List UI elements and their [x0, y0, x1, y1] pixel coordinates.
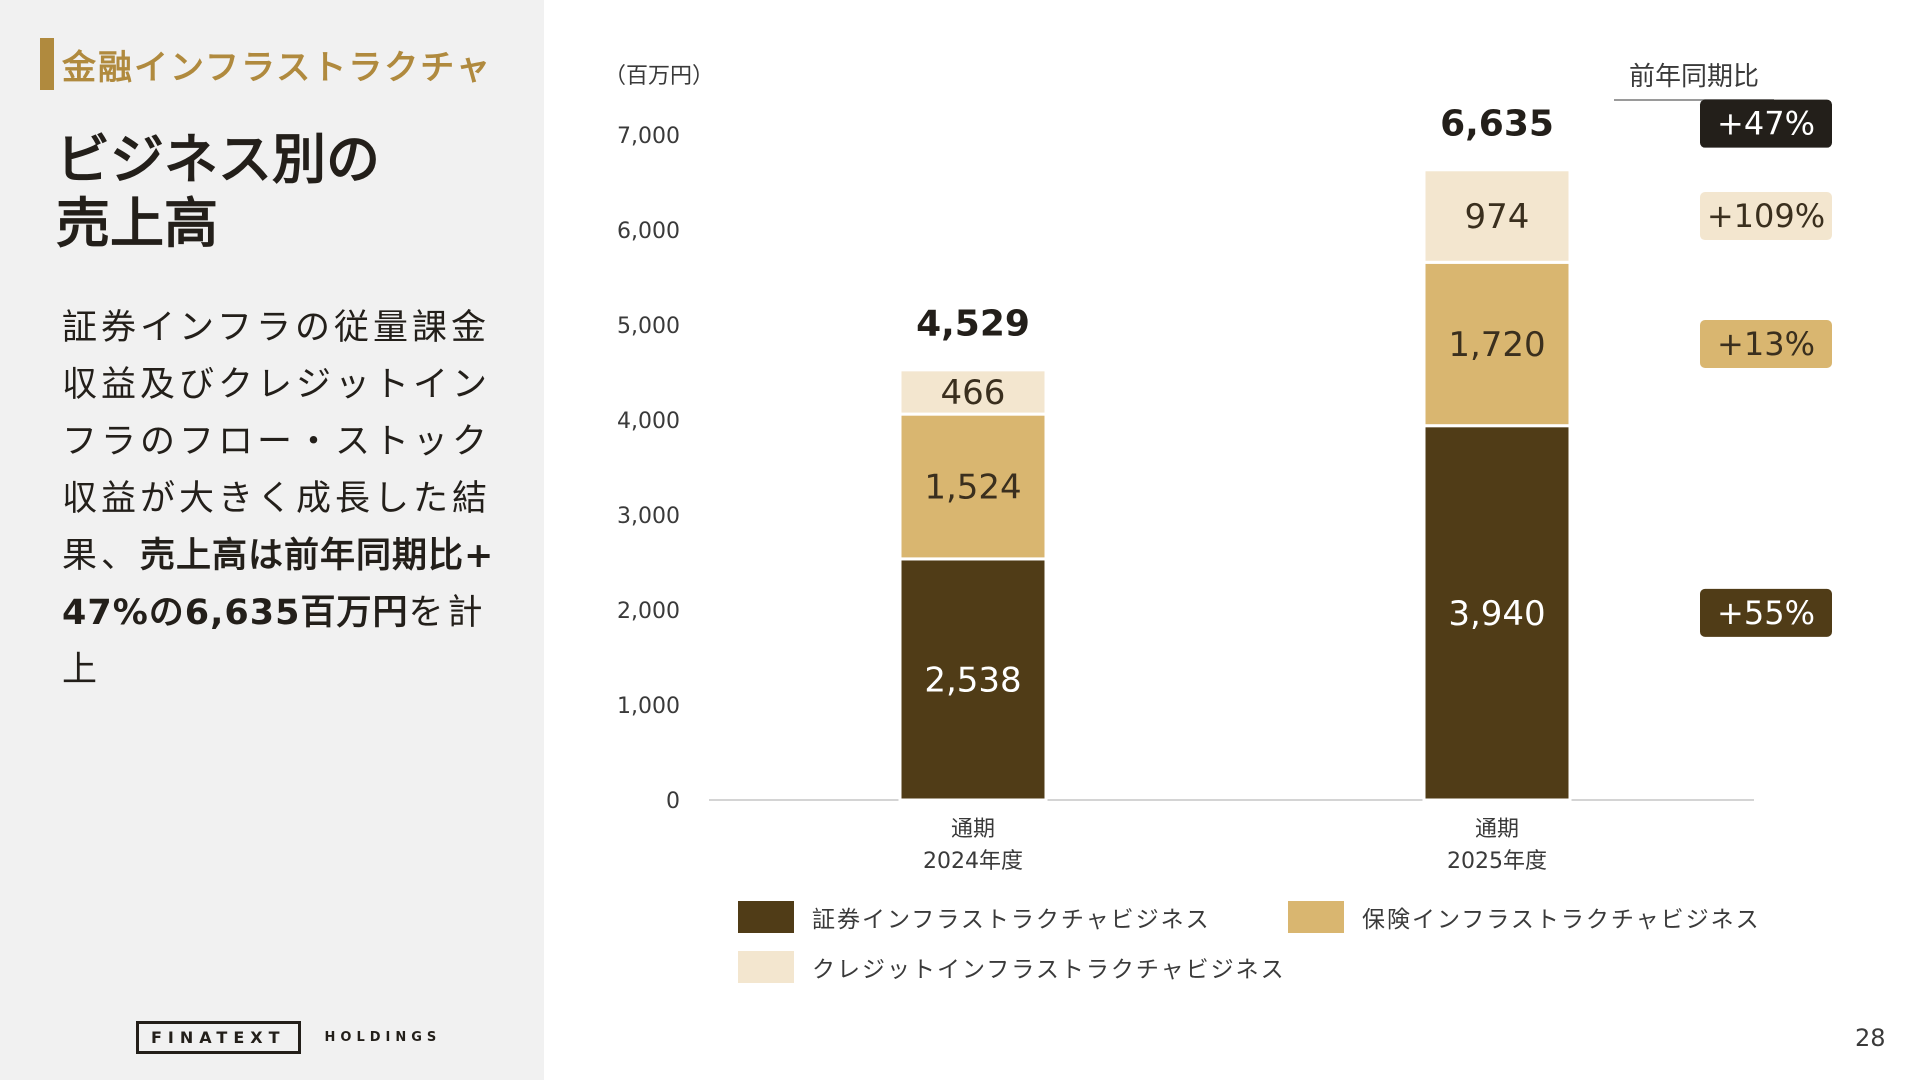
left-panel	[0, 0, 544, 1080]
yoy-total-label: +47%	[1717, 105, 1815, 143]
bar-segment	[898, 368, 1048, 416]
chart-unit-label: （百万円）	[604, 64, 715, 89]
bar-segment-label: 1,720	[1448, 325, 1545, 365]
y-tick-label: 2,000	[617, 599, 680, 624]
yoy-badge	[1700, 192, 1832, 241]
stacked-bar-chart: 0 1,000 2,000 3,000 4,000 5,000 6,000 7,000 2,53…	[617, 99, 1832, 874]
y-tick-label: 4,000	[617, 409, 680, 434]
bar-segment-label: 3,940	[1448, 594, 1545, 634]
y-tick-label: 7,000	[617, 124, 680, 149]
y-tick-label: 0	[666, 789, 680, 814]
page-title: ビジネス別の 売上高	[56, 128, 380, 256]
company-logo: FINATEXT HOLDINGS	[136, 1021, 441, 1054]
bar-total-label: 6,635	[1440, 104, 1554, 145]
bar-segment	[1422, 424, 1572, 802]
y-tick-label: 1,000	[617, 694, 680, 719]
bar-segment-label: 974	[1465, 197, 1530, 237]
logo-mark: FINATEXT	[136, 1021, 301, 1054]
yoy-badge-label: +55%	[1717, 594, 1815, 632]
legend-label-credit: クレジットインフラストラクチャビジネス	[812, 957, 1286, 983]
legend-item-credit: クレジットインフラストラクチャビジネス	[738, 950, 1286, 984]
x-tick-label: 2025年度	[1447, 849, 1547, 874]
summary-text-pre: 証券インフラの従量課金収益及びクレジットインフラのフロー・ストック収益が大きく成…	[62, 308, 492, 576]
y-tick-label: 5,000	[617, 314, 680, 339]
yoy-badge	[1700, 588, 1832, 637]
bar-total-label: 4,529	[916, 304, 1030, 345]
legend-item-securities: 証券インフラストラクチャビジネス	[738, 900, 1211, 934]
section-accent-bar	[40, 38, 54, 90]
page-number: 28	[1855, 1024, 1886, 1052]
legend-label-insurance: 保険インフラストラクチャビジネス	[1362, 907, 1761, 933]
bar-segment	[898, 412, 1048, 561]
legend-swatch-insurance	[1288, 901, 1344, 933]
yoy-total-badge	[1700, 99, 1832, 148]
bar-segment	[1422, 168, 1572, 264]
legend-swatch-credit	[738, 951, 794, 983]
summary-text-post: を計上	[62, 593, 487, 690]
y-tick-label: 3,000	[617, 504, 680, 529]
yoy-badge-label: +109%	[1707, 197, 1825, 235]
logo-subtitle: HOLDINGS	[324, 1030, 442, 1045]
yoy-header: 前年同期比	[1614, 56, 1774, 101]
x-tick-label: 通期	[951, 817, 995, 842]
x-tick-label: 2024年度	[923, 849, 1023, 874]
page-title-line1: ビジネス別の	[56, 128, 380, 191]
x-tick-label: 通期	[1475, 817, 1519, 842]
y-tick-label: 6,000	[617, 219, 680, 244]
section-label: 金融インフラストラクチャ	[62, 47, 492, 88]
yoy-badge	[1700, 320, 1832, 368]
section-tag: 金融インフラストラクチャ	[40, 38, 492, 90]
bar-segment-label: 1,524	[924, 468, 1021, 508]
bar-segment	[1422, 260, 1572, 428]
summary-text-highlight: 売上高は前年同期比+47%の6,635百万円	[62, 536, 495, 633]
legend-item-insurance: 保険インフラストラクチャビジネス	[1288, 900, 1761, 934]
bar-segment-label: 2,538	[924, 660, 1021, 700]
bar-segment-label: 466	[941, 373, 1006, 413]
legend-label-securities: 証券インフラストラクチャビジネス	[812, 907, 1211, 933]
page-title-line2: 売上高	[56, 192, 218, 255]
bar-segment	[898, 557, 1048, 802]
legend-swatch-securities	[738, 901, 794, 933]
summary-text: 証券インフラの従量課金収益及びクレジットインフラのフロー・ストック収益が大きく成…	[62, 300, 502, 699]
yoy-badge-label: +13%	[1717, 325, 1815, 363]
